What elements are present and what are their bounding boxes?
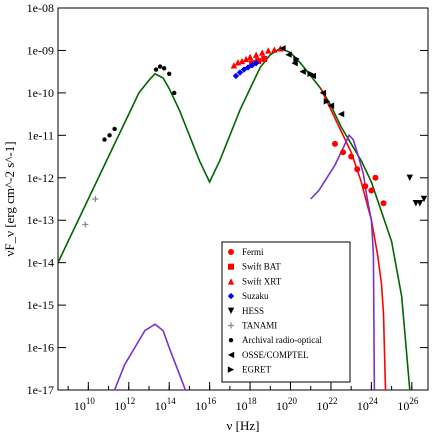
x-tick-label: 1026: [397, 396, 419, 413]
legend-label: Swift XRT: [242, 276, 282, 286]
archival-radio-optical-point: [153, 67, 159, 72]
tanami-point: [92, 196, 99, 202]
hess-point: [406, 174, 414, 181]
legend-marker: [227, 292, 235, 300]
y-tick-label: 1e-13: [27, 213, 54, 227]
legend-label: OSSE/COMPTEL: [242, 350, 309, 360]
fermi-point: [348, 153, 355, 160]
legend-marker: [228, 338, 234, 343]
archival-radio-optical-point: [157, 64, 163, 69]
y-tick-label: 1e-08: [27, 1, 54, 15]
legend-marker: [228, 322, 234, 329]
legend-label: HESS: [242, 306, 264, 316]
data-points: [82, 45, 428, 228]
legend-label: TANAMI: [242, 321, 277, 331]
hess-point: [412, 200, 420, 207]
y-tick-label: 1e-11: [27, 128, 54, 142]
suzaku-point: [236, 69, 244, 76]
legend-marker: [227, 366, 235, 373]
legend: Fermi Swift BAT Swift XRT Suzaku HESS TANAMI A…: [221, 241, 351, 383]
swift-xrt-point: [242, 55, 250, 63]
x-tick-label: 1022: [316, 396, 337, 413]
egret-point: [293, 55, 300, 63]
y-axis-title: νF_ν [erg cm^-2 s^-1]: [2, 141, 17, 256]
hess-point: [420, 195, 428, 203]
fermi-point: [354, 166, 361, 173]
y-tick-label: 1e-17: [27, 383, 54, 397]
legend-marker: [227, 278, 235, 285]
fermi-point: [368, 187, 375, 194]
legend-label: Archival radio-optical: [242, 335, 322, 345]
legend-label: Suzaku: [242, 291, 269, 301]
archival-radio-optical-point: [167, 71, 172, 76]
curve-component-purple-low: [113, 323, 187, 391]
legend-marker: [228, 249, 234, 255]
suzaku-point: [248, 62, 256, 69]
suzaku-point: [232, 72, 240, 80]
suzaku-point: [240, 66, 248, 73]
x-tick-label: 1010: [74, 396, 96, 413]
x-tick-label: 1016: [195, 396, 217, 413]
legend-marker: [227, 307, 235, 314]
legend-box: [221, 241, 351, 383]
legend-label: EGRET: [242, 365, 271, 375]
swift-bat-point: [255, 58, 262, 65]
swift-xrt-point: [230, 62, 238, 69]
archival-radio-optical-point: [172, 90, 177, 96]
archival-radio-optical-point: [161, 66, 167, 71]
swift-xrt-point: [259, 49, 266, 56]
x-tick-label: 1018: [236, 396, 258, 413]
model-curves: [57, 47, 411, 391]
fermi-point: [331, 140, 338, 147]
swift-xrt-point: [252, 51, 260, 58]
x-axis-title: ν [Hz]: [227, 418, 260, 433]
curve-component-red: [320, 88, 387, 391]
osse-comptel-point: [291, 59, 298, 67]
y-tick-label: 1e-15: [27, 298, 54, 312]
y-axis: 1e-08 1e-09 1e-10 1e-11 1e-12 1e-13 1e-14 1e-15…: [27, 1, 428, 397]
archival-radio-optical-point: [107, 133, 112, 138]
osse-comptel-point: [285, 51, 292, 58]
osse-comptel-point: [327, 102, 335, 109]
swift-xrt-point: [246, 53, 254, 61]
archival-radio-optical-point: [112, 126, 117, 132]
y-tick-label: 1e-14: [27, 256, 54, 270]
y-tick-label: 1e-16: [27, 341, 54, 355]
fermi-point: [340, 149, 347, 156]
egret-point: [307, 70, 314, 77]
egret-point: [323, 98, 331, 105]
hess-point: [416, 200, 424, 207]
legend-label: Swift BAT: [242, 262, 281, 272]
x-tick-label: 1024: [357, 396, 379, 413]
legend-marker: [227, 351, 235, 359]
archival-radio-optical-point: [102, 137, 107, 142]
swift-xrt-point: [238, 57, 246, 65]
legend-marker: [228, 263, 234, 270]
fermi-point: [380, 200, 387, 207]
y-tick-label: 1e-09: [27, 43, 54, 57]
curve-component-purple-high: [310, 133, 376, 391]
osse-comptel-point: [337, 110, 345, 118]
fermi-point: [372, 174, 379, 181]
x-axis: 1010 1012 1014 1016 1018 1020 1022 1024 1026: [67, 382, 419, 413]
y-tick-label: 1e-10: [27, 86, 54, 100]
tanami-point: [82, 221, 89, 228]
swift-xrt-point: [265, 47, 272, 54]
y-tick-label: 1e-12: [27, 171, 54, 185]
x-tick-label: 1012: [114, 396, 135, 413]
fermi-point: [362, 183, 369, 190]
osse-comptel-point: [309, 72, 316, 80]
osse-comptel-point: [319, 89, 327, 97]
osse-comptel-point: [279, 45, 286, 52]
legend-label: Fermi: [242, 247, 264, 257]
swift-xrt-point: [271, 46, 278, 53]
swift-bat-point: [261, 55, 268, 62]
curve-total-model: [57, 47, 411, 391]
x-tick-label: 1020: [276, 396, 298, 413]
x-tick-label: 1014: [155, 396, 177, 413]
suzaku-point: [252, 59, 260, 67]
osse-comptel-point: [299, 68, 306, 75]
